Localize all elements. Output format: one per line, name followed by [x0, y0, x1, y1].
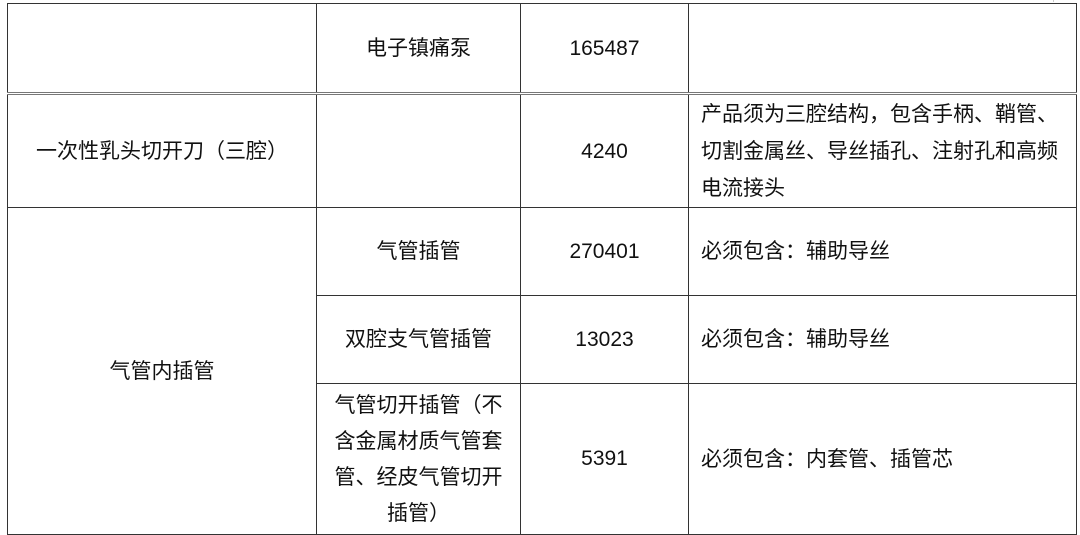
category-cell: 气管内插管 [7, 207, 317, 535]
table-row: 双腔支气管插管 13023 必须包含：辅助导丝 [8, 295, 1077, 384]
table-row: 气管切开插管（不含金属材质气管套管、经皮气管切开插管） 5391 必须包含：内套… [8, 383, 1077, 535]
count-cell: 4240 [520, 93, 689, 208]
note-cell: 必须包含：辅助导丝 [688, 207, 1077, 296]
category-cell: 一次性乳头切开刀（三腔） [7, 93, 317, 208]
count-cell: 165487 [520, 3, 689, 94]
category-cell [7, 3, 317, 94]
note-cell [688, 3, 1077, 94]
note-cell: 产品须为三腔结构，包含手柄、鞘管、切割金属丝、导丝插孔、注射孔和高频电流接头 [688, 93, 1077, 208]
note-cell: 必须包含：辅助导丝 [688, 295, 1077, 384]
product-name-cell: 双腔支气管插管 [316, 295, 521, 384]
table-row: 一次性乳头切开刀（三腔） 4240 产品须为三腔结构，包含手柄、鞘管、切割金属丝… [7, 93, 1077, 208]
product-table: 电子镇痛泵 165487 一次性乳头切开刀（三腔） 4240 产品须为三腔结构，… [7, 3, 1077, 535]
table-row: 气管内插管 气管插管 270401 必须包含：辅助导丝 [7, 207, 1077, 535]
page-edge-mark [1053, 0, 1080, 2]
product-name-cell [316, 93, 521, 208]
table-row: 电子镇痛泵 165487 [7, 3, 1077, 94]
count-cell: 13023 [520, 295, 689, 384]
count-cell: 270401 [520, 207, 689, 296]
product-name-cell: 气管插管 [316, 207, 521, 296]
product-name-cell: 气管切开插管（不含金属材质气管套管、经皮气管切开插管） [316, 383, 521, 535]
count-cell: 5391 [520, 383, 689, 535]
product-name-cell: 电子镇痛泵 [316, 3, 521, 94]
note-cell: 必须包含：内套管、插管芯 [688, 383, 1077, 535]
